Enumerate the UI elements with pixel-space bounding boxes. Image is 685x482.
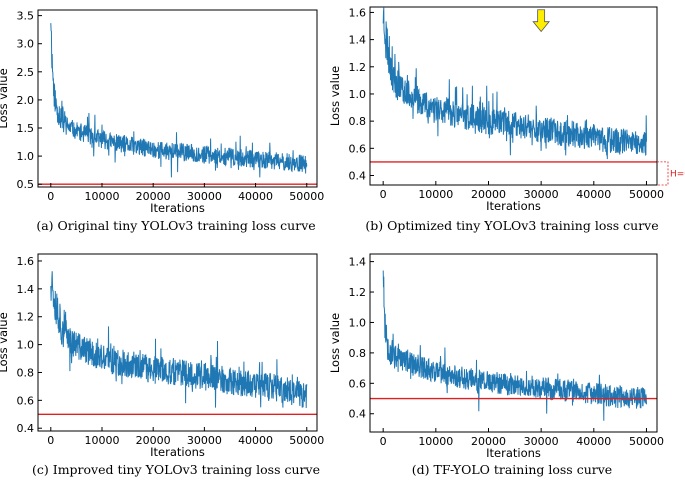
x-tick-label: 10000 — [84, 434, 119, 447]
chart-caption: (b) Optimized tiny YOLOv3 training loss … — [365, 218, 658, 233]
y-tick-label: 3.5 — [17, 10, 35, 23]
y-tick-label: 1.0 — [349, 316, 367, 329]
x-tick-label: 20000 — [136, 190, 171, 203]
x-tick-label: 50000 — [629, 435, 664, 448]
x-tick-label: 30000 — [187, 190, 222, 203]
x-tick-label: 50000 — [289, 434, 324, 447]
x-tick-label: 30000 — [524, 188, 559, 201]
x-tick-label: 0 — [47, 434, 54, 447]
x-tick-label: 10000 — [84, 190, 119, 203]
height-annotation: H=0.5 — [670, 169, 685, 179]
y-tick-label: 0.5 — [17, 178, 35, 191]
chart-caption: (a) Original tiny YOLOv3 training loss c… — [36, 218, 315, 233]
x-axis-label: Iterations — [486, 199, 541, 213]
y-axis-label: Loss value — [328, 313, 342, 373]
plot-frame — [369, 253, 658, 433]
y-tick-label: 1.0 — [17, 150, 35, 163]
y-tick-label: 2.5 — [17, 66, 35, 79]
x-tick-label: 0 — [47, 190, 54, 203]
y-tick-label: 1.4 — [349, 34, 367, 47]
x-tick-label: 40000 — [238, 434, 273, 447]
y-tick-label: 1.0 — [349, 88, 367, 101]
y-tick-label: 0.8 — [17, 366, 35, 379]
y-tick-label: 0.6 — [349, 377, 367, 390]
chart-panel-4: 0 10000 20000 30000 40000 50000 0.4 0.6 0.8 1.0 1.… — [328, 253, 664, 477]
x-tick-label: 0 — [380, 188, 387, 201]
y-tick-label: 1.2 — [17, 311, 35, 324]
chart-panel-2: 0 10000 20000 30000 40000 50000 0.4 0.6 0.8 1.0 1.… — [328, 6, 685, 233]
x-tick-label: 50000 — [629, 188, 664, 201]
x-tick-label: 20000 — [471, 435, 506, 448]
plot-frame — [37, 9, 318, 188]
x-tick-label: 20000 — [136, 434, 171, 447]
y-tick-label: 0.8 — [349, 115, 367, 128]
x-tick-label: 40000 — [576, 435, 611, 448]
y-tick-label: 1.5 — [17, 122, 35, 135]
x-tick-label: 30000 — [187, 434, 222, 447]
x-axis-label: Iterations — [150, 445, 205, 459]
y-tick-label: 0.6 — [17, 394, 35, 407]
height-bracket — [657, 161, 669, 186]
loss-series-line — [382, 270, 647, 421]
x-tick-label: 20000 — [471, 188, 506, 201]
plot-frame — [369, 6, 658, 186]
y-tick-label: 1.4 — [349, 256, 367, 269]
x-tick-label: 0 — [380, 435, 387, 448]
y-axis-label: Loss value — [0, 312, 10, 372]
x-tick-label: 40000 — [238, 190, 273, 203]
y-tick-label: 1.6 — [17, 255, 35, 268]
y-tick-label: 1.2 — [349, 61, 367, 74]
y-axis-label: Loss value — [328, 66, 342, 126]
x-tick-label: 40000 — [576, 188, 611, 201]
chart-caption: (d) TF-YOLO training loss curve — [412, 462, 612, 477]
y-tick-label: 2.0 — [17, 94, 35, 107]
x-tick-label: 10000 — [418, 188, 453, 201]
loss-series-line — [382, 7, 647, 160]
y-axis-label: Loss value — [0, 68, 10, 128]
x-tick-label: 30000 — [524, 435, 559, 448]
y-tick-label: 1.6 — [349, 6, 367, 19]
chart-panel-3: 0 10000 20000 30000 40000 50000 0.4 0.6 0.8 1.0 1.… — [0, 253, 324, 477]
y-tick-label: 0.4 — [17, 422, 35, 435]
y-tick-label: 1.4 — [17, 283, 35, 296]
y-tick-label: 3.0 — [17, 38, 35, 51]
x-axis-label: Iterations — [486, 446, 541, 460]
y-tick-label: 0.4 — [349, 408, 367, 421]
x-tick-label: 50000 — [289, 190, 324, 203]
x-tick-label: 10000 — [418, 435, 453, 448]
y-tick-label: 1.2 — [349, 286, 367, 299]
x-axis-label: Iterations — [150, 201, 205, 215]
y-tick-label: 0.8 — [349, 347, 367, 360]
chart-caption: (c) Improved tiny YOLOv3 training loss c… — [32, 462, 320, 477]
chart-panel-1: 0 10000 20000 30000 40000 50000 0.5 1.0 1.5 2.0 2.… — [0, 9, 324, 233]
loss-series-line — [50, 23, 308, 178]
y-tick-label: 0.6 — [349, 142, 367, 155]
y-tick-label: 1.0 — [17, 339, 35, 352]
yellow-arrow-icon — [532, 9, 550, 33]
y-tick-label: 0.4 — [349, 169, 367, 182]
loss-series-line — [50, 271, 308, 409]
plot-frame — [37, 253, 318, 432]
